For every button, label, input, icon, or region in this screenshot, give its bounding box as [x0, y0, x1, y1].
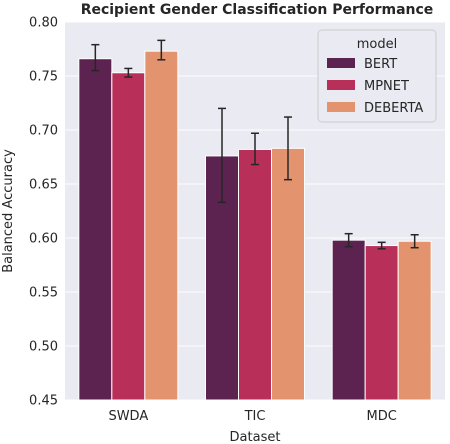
chart-title: Recipient Gender Classification Performa…	[81, 2, 434, 18]
legend-swatch-mpnet	[327, 80, 355, 90]
bar-deberta-swda	[144, 50, 179, 401]
y-tick-labels: 0.45 0.50 0.55 0.60 0.65 0.70 0.75 0.80	[29, 16, 58, 409]
y-tick-label: 0.55	[29, 286, 58, 301]
bar-bert-swda	[78, 58, 113, 401]
error-bars	[91, 39, 419, 250]
y-tick-label: 0.75	[29, 70, 58, 85]
legend-swatch-deberta	[327, 102, 355, 112]
bar-mpnet-mdc	[364, 245, 399, 401]
bar-mpnet-swda	[111, 72, 146, 401]
x-axis-label: Dataset	[230, 430, 281, 444]
bar-deberta-mdc	[397, 240, 432, 401]
legend-label-bert: BERT	[364, 57, 397, 72]
y-tick-label: 0.50	[29, 340, 58, 355]
bar-mpnet-tic	[238, 148, 272, 401]
y-tick-label: 0.80	[29, 16, 58, 31]
x-tick-labels: SWDA TIC MDC	[108, 409, 396, 424]
legend-swatch-bert	[327, 58, 355, 68]
y-tick-label: 0.65	[29, 178, 58, 193]
x-tick-label: SWDA	[108, 409, 148, 424]
legend-title: model	[357, 37, 397, 52]
bar-bert-mdc	[331, 239, 366, 401]
y-axis-label: Balanced Accuracy	[1, 149, 16, 273]
bars	[78, 50, 432, 401]
y-tick-label: 0.45	[29, 394, 58, 409]
y-tick-label: 0.70	[29, 124, 58, 139]
x-tick-label: TIC	[244, 409, 266, 424]
legend-label-mpnet: MPNET	[364, 79, 409, 94]
bar-deberta-tic	[271, 147, 305, 401]
legend: model BERT MPNET DEBERTA	[317, 29, 437, 123]
legend-box	[317, 29, 437, 123]
x-tick-label: MDC	[367, 409, 397, 424]
y-tick-label: 0.60	[29, 232, 58, 247]
legend-label-deberta: DEBERTA	[364, 101, 423, 116]
